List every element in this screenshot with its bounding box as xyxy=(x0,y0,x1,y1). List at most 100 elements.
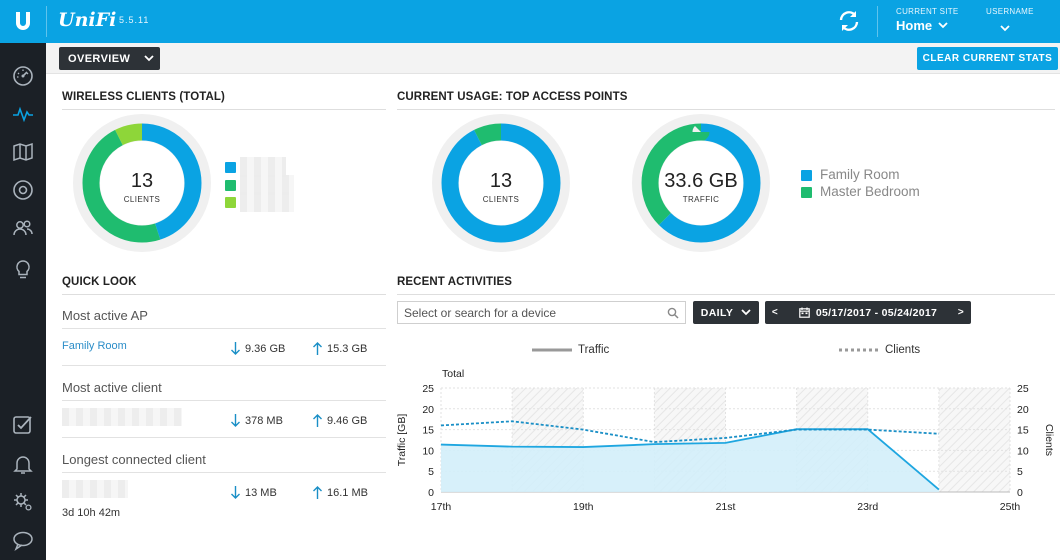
download-value: 378 MB xyxy=(245,414,283,427)
most-active-client-upload: 9.46 GB xyxy=(312,413,367,428)
nav-alerts[interactable] xyxy=(11,413,35,437)
overview-dropdown[interactable]: OVERVIEW xyxy=(59,47,160,70)
refresh-button[interactable] xyxy=(836,8,862,34)
row-divider xyxy=(62,437,386,438)
legend-label-redacted xyxy=(240,192,294,212)
wireless-clients-count-label: CLIENTS xyxy=(123,195,161,204)
upload-value: 9.46 GB xyxy=(327,414,368,427)
wireless-clients-title: WIRELESS CLIENTS (TOTAL) xyxy=(62,91,225,103)
ubiquiti-logo[interactable] xyxy=(0,0,46,43)
most-active-client-name-redacted xyxy=(62,408,182,426)
ap-clients-count-box: 13 CLIENTS xyxy=(461,170,541,204)
date-range-display[interactable]: 05/17/2017 - 05/24/2017 xyxy=(785,307,951,319)
x-tick-label: 21st xyxy=(716,501,736,513)
arrow-down-icon xyxy=(231,414,240,427)
legend-traffic-label: Traffic xyxy=(578,344,610,356)
period-label: DAILY xyxy=(700,306,734,319)
current-site-value: Home xyxy=(896,18,933,33)
ap-clients-donut xyxy=(432,114,570,252)
legend-family-room: Family Room xyxy=(820,167,900,182)
map-icon xyxy=(13,142,33,162)
upload-value: 16.1 MB xyxy=(327,486,368,499)
x-tick-label: 17th xyxy=(431,501,452,513)
donut-segment-lightgreen xyxy=(82,123,202,243)
chevron-down-icon xyxy=(144,55,154,62)
nav-map[interactable] xyxy=(11,140,35,164)
wireless-clients-count: 13 xyxy=(130,170,154,192)
legend-label-redacted xyxy=(240,175,294,195)
period-dropdown[interactable]: DAILY xyxy=(693,301,759,324)
legend-swatch-lightgreen xyxy=(225,197,236,208)
most-active-ap-link[interactable]: Family Room xyxy=(62,340,127,352)
clear-current-stats-button[interactable]: CLEAR CURRENT STATS xyxy=(917,47,1058,70)
sidebar xyxy=(0,43,46,560)
nav-settings[interactable] xyxy=(11,490,35,514)
date-next-button[interactable]: > xyxy=(957,307,965,318)
x-tick-label: 23rd xyxy=(857,501,878,513)
quick-look-title: QUICK LOOK xyxy=(62,276,137,288)
donut-center xyxy=(459,141,543,225)
nav-devices[interactable] xyxy=(11,178,35,202)
nav-support[interactable] xyxy=(11,528,35,552)
arrow-up-icon xyxy=(313,414,322,427)
upload-value: 15.3 GB xyxy=(327,342,368,355)
y-tick-label-left: 10 xyxy=(422,445,434,457)
most-active-client-download: 378 MB xyxy=(230,413,283,428)
brand-name: UniFi xyxy=(58,9,117,31)
gears-icon xyxy=(14,493,32,511)
device-search-input[interactable]: Select or search for a device xyxy=(397,301,686,324)
ap-traffic-value: 33.6 GB xyxy=(664,170,738,192)
chat-icon xyxy=(13,531,33,551)
section-divider xyxy=(62,109,386,110)
nav-statistics[interactable] xyxy=(11,102,35,126)
nav-dashboard[interactable] xyxy=(11,64,35,88)
username-selector[interactable] xyxy=(1000,19,1010,37)
recent-activities-chart: 0 0 5 5 10 10 15 15 20 20 25 25 17th 19th 21st 23rd 25th… xyxy=(396,368,1055,513)
recent-activities-title: RECENT ACTIVITIES xyxy=(397,276,513,288)
arrow-down-icon xyxy=(231,342,240,355)
most-active-ap-label: Most active AP xyxy=(62,308,148,323)
ap-traffic-label: TRAFFIC xyxy=(682,195,720,204)
nav-insights[interactable] xyxy=(11,258,35,282)
date-range-picker: < 05/17/2017 - 05/24/2017 > xyxy=(765,301,971,324)
devices-icon xyxy=(13,180,33,200)
y-tick-label-right: 25 xyxy=(1017,383,1029,395)
y-tick-label-right: 10 xyxy=(1017,445,1029,457)
header-divider xyxy=(877,6,878,37)
calendar-icon xyxy=(799,307,810,318)
donut-segment-green xyxy=(82,123,202,243)
top-aps-title: CURRENT USAGE: TOP ACCESS POINTS xyxy=(397,91,628,103)
section-divider xyxy=(397,109,1055,110)
download-value: 9.36 GB xyxy=(245,342,286,355)
wireless-clients-count-box: 13 CLIENTS xyxy=(102,170,182,204)
logo-divider xyxy=(46,6,47,37)
y-axis-left-label: Traffic [GB] xyxy=(396,414,408,467)
date-range-text: 05/17/2017 - 05/24/2017 xyxy=(815,306,938,319)
arrow-up-icon xyxy=(313,486,322,499)
legend-traffic[interactable]: Traffic xyxy=(532,344,609,356)
x-tick-label: 25th xyxy=(1000,501,1021,513)
date-prev-button[interactable]: < xyxy=(771,307,779,318)
y-tick-label-left: 0 xyxy=(428,487,434,499)
app-version: 5.5.11 xyxy=(119,15,150,25)
chevron-down-icon xyxy=(741,309,751,316)
current-site-selector[interactable]: Home xyxy=(896,18,948,33)
row-divider xyxy=(62,328,386,329)
arrow-up-icon xyxy=(313,342,322,355)
toolbar: OVERVIEW CLEAR CURRENT STATS xyxy=(46,43,1060,74)
longest-client-duration: 3d 10h 42m xyxy=(62,507,121,519)
clients-series-line xyxy=(440,420,939,443)
most-active-ap-upload: 15.3 GB xyxy=(312,341,367,356)
longest-client-name-redacted xyxy=(62,480,128,498)
donut-segment-master-bedroom xyxy=(641,123,761,243)
longest-client-label: Longest connected client xyxy=(62,452,206,467)
longest-client-download: 13 MB xyxy=(230,485,277,500)
ap-traffic-donut xyxy=(632,114,770,252)
legend-clients[interactable]: Clients xyxy=(839,344,920,356)
nav-clients[interactable] xyxy=(11,216,35,240)
username-label: USERNAME xyxy=(986,7,1034,16)
nav-events[interactable] xyxy=(11,452,35,476)
search-placeholder: Select or search for a device xyxy=(404,305,557,320)
legend-traffic-line xyxy=(532,348,572,352)
checkbox-icon xyxy=(13,416,32,434)
